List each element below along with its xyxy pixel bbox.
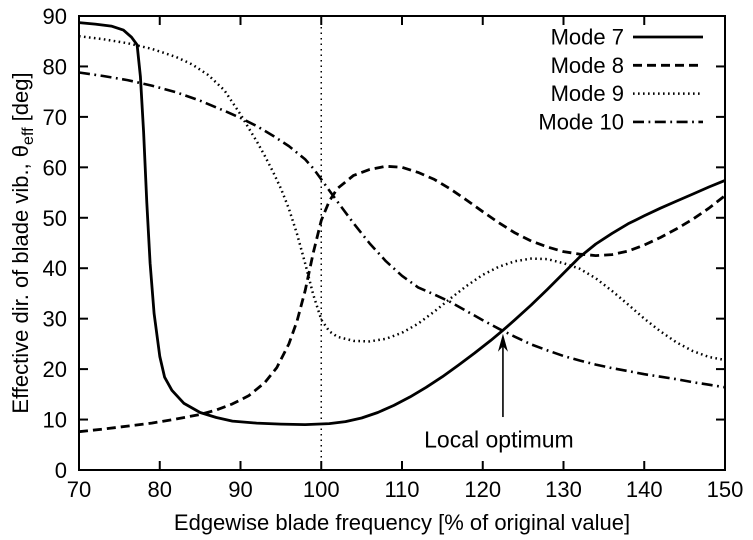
x-tick-label: 150 <box>707 477 744 502</box>
legend-label-mode-7: Mode 7 <box>551 25 624 50</box>
legend-label-mode-8: Mode 8 <box>551 53 624 78</box>
y-tick-label: 0 <box>55 458 67 483</box>
y-tick-label: 20 <box>43 357 67 382</box>
y-tick-label: 50 <box>43 206 67 231</box>
x-tick-label: 100 <box>303 477 340 502</box>
legend-label-mode-10: Mode 10 <box>538 109 624 134</box>
y-tick-label: 30 <box>43 307 67 332</box>
legend-label-mode-9: Mode 9 <box>551 81 624 106</box>
curve-mode-7 <box>78 21 726 426</box>
x-tick-label: 70 <box>67 477 91 502</box>
y-tick-label: 70 <box>43 105 67 130</box>
annotation-arrow-head <box>497 333 508 352</box>
x-tick-label: 80 <box>148 477 172 502</box>
annotation-label: Local optimum <box>424 426 574 452</box>
y-tick-label: 10 <box>43 408 67 433</box>
x-tick-label: 110 <box>384 477 419 502</box>
y-tick-label: 80 <box>43 54 67 79</box>
curve-mode-10 <box>78 71 726 389</box>
y-axis-title: Effective dir. of blade vib., θeff [deg] <box>8 72 37 413</box>
x-tick-label: 90 <box>228 477 252 502</box>
x-tick-label: 140 <box>626 477 663 502</box>
y-tick-label: 40 <box>43 256 67 281</box>
x-tick-label: 130 <box>545 477 582 502</box>
x-tick-label: 120 <box>464 477 501 502</box>
curve-mode-8 <box>78 164 726 434</box>
y-tick-label: 90 <box>43 4 67 29</box>
y-tick-label: 60 <box>43 155 67 180</box>
curve-mode-9 <box>78 34 726 362</box>
x-axis-title: Edgewise blade frequency [% of original … <box>174 510 630 535</box>
